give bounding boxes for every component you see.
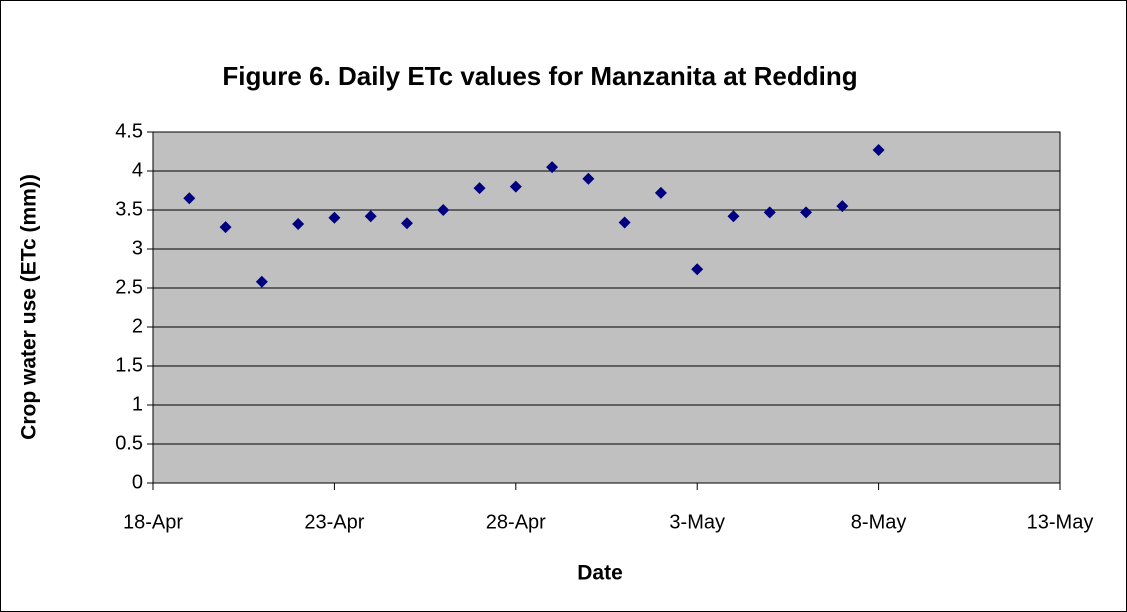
point: [836, 200, 849, 213]
point: [364, 210, 377, 223]
point: [800, 206, 813, 219]
plot-border: [152, 131, 1061, 484]
point: [437, 204, 450, 216]
point: [546, 161, 559, 174]
x-tick-label: 3-May: [669, 511, 725, 533]
point: [691, 263, 704, 276]
point: [763, 206, 776, 219]
point: [292, 218, 305, 231]
x-tick-label: 18-Apr: [123, 511, 183, 533]
x-tick-label: 23-Apr: [304, 511, 364, 533]
y-tick-label: 2.5: [115, 276, 143, 298]
y-tick-label: 1.5: [115, 354, 143, 376]
point: [509, 180, 522, 193]
x-tick-label: 13-May: [1027, 511, 1094, 533]
y-tick-label: 1: [132, 393, 143, 415]
point: [255, 275, 268, 288]
y-tick-label: 4.5: [115, 120, 143, 142]
y-tick-label: 0: [132, 471, 143, 493]
point: [618, 216, 631, 229]
point: [183, 192, 196, 205]
x-axis-label: Date: [577, 562, 623, 585]
y-tick-label: 0.5: [115, 432, 143, 454]
y-tick-label: 2: [132, 315, 143, 337]
point: [654, 186, 667, 199]
y-tick-label: 3.5: [115, 198, 143, 220]
x-tick-label: 8-May: [851, 511, 907, 533]
chart-title: Figure 6. Daily ETc values for Manzanita…: [222, 61, 857, 91]
point: [219, 221, 232, 234]
point: [473, 182, 486, 195]
point: [400, 217, 413, 230]
plot-area: [153, 132, 1060, 483]
y-tick-label: 3: [132, 237, 143, 259]
point: [727, 210, 740, 223]
y-tick-label: 4: [132, 159, 143, 181]
point: [582, 172, 595, 185]
point: [872, 143, 885, 156]
point: [328, 211, 341, 224]
y-axis-label: Crop water use (ETc (mm)): [18, 174, 41, 440]
x-tick-label: 28-Apr: [486, 511, 546, 533]
